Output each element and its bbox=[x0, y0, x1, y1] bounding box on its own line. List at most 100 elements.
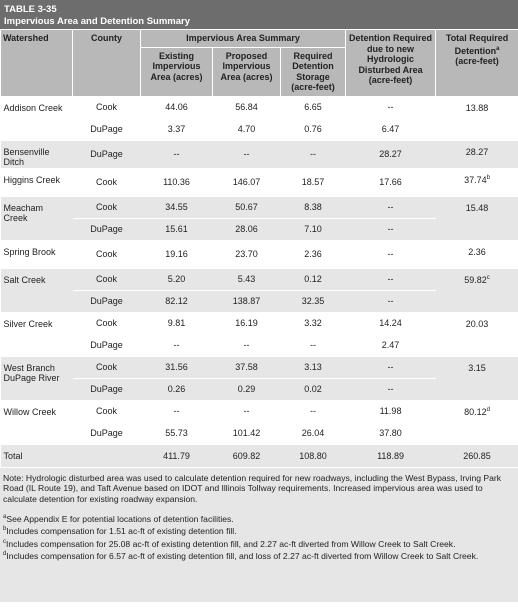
value-cell: 23.70 bbox=[212, 240, 281, 269]
total-value: 28.27 bbox=[465, 146, 489, 157]
subheader-row: Existing Impervious Area (acres) Proposed… bbox=[1, 46, 518, 97]
col-header: Detention Required due to new Hydrologic… bbox=[345, 29, 437, 97]
total-value: 37.74 bbox=[464, 174, 487, 185]
value-cell: -- bbox=[212, 334, 281, 357]
county-cell: Cook bbox=[72, 356, 141, 379]
value-cell: -- bbox=[280, 334, 346, 357]
value-cell: 18.57 bbox=[280, 168, 346, 197]
table-body: Addison Creek Cook 44.06 56.84 6.65 -- 13.88 Du… bbox=[0, 96, 518, 468]
value-cell: 11.98 bbox=[345, 400, 436, 423]
footnote-text: Includes compensation for 1.51 ac-ft of … bbox=[6, 526, 237, 537]
total-cell: 2.36 bbox=[435, 240, 518, 269]
footnote-mark: d bbox=[486, 406, 490, 413]
table-row: DuPage 15.61 28.06 7.10 -- bbox=[1, 218, 518, 241]
notes: Note: Hydrologic disturbed area was used… bbox=[0, 467, 518, 602]
value-cell: 44.06 bbox=[140, 96, 213, 119]
value-cell: 0.26 bbox=[140, 378, 213, 401]
footnote: bIncludes compensation for 1.51 ac-ft of… bbox=[3, 524, 515, 536]
value-cell: -- bbox=[212, 400, 281, 423]
value-cell: 4.70 bbox=[212, 118, 281, 141]
value-cell: 26.04 bbox=[280, 422, 346, 445]
footnote: cIncludes compensation for 25.08 ac-ft o… bbox=[3, 537, 515, 549]
value-cell: -- bbox=[140, 334, 213, 357]
table-row: DuPage 82.12 138.87 32.35 -- bbox=[1, 290, 518, 313]
header-text: Total Required Detention bbox=[445, 33, 509, 56]
footnote: aSee Appendix E for potential locations … bbox=[3, 512, 515, 524]
total-value: 411.79 bbox=[140, 443, 213, 468]
table-title: Impervious Area and Detention Summary bbox=[4, 16, 191, 27]
county-cell: Cook bbox=[72, 240, 141, 269]
table-row: Higgins Creek Cook 110.36 146.07 18.57 17.66 3… bbox=[0, 168, 518, 197]
table-row: Bensenville Ditch DuPage -- -- -- 28.27 28.27 bbox=[0, 140, 518, 169]
value-cell: 0.02 bbox=[280, 378, 346, 401]
value-cell: 17.66 bbox=[345, 168, 436, 197]
value-cell: -- bbox=[212, 140, 281, 169]
watershed-cell: Addison Creek bbox=[0, 96, 73, 141]
total-value: 2.36 bbox=[468, 246, 486, 257]
header-unit: (acre-feet) bbox=[455, 56, 499, 66]
table-row: DuPage 0.26 0.29 0.02 -- bbox=[1, 378, 518, 401]
footnote-mark: a bbox=[3, 514, 7, 520]
value-cell: 34.55 bbox=[140, 196, 213, 219]
value-cell: 3.37 bbox=[140, 118, 213, 141]
watershed-cell: Bensenville Ditch bbox=[0, 140, 73, 169]
table-row: Silver Creek Cook 9.81 16.19 3.32 14.24 20.03 bbox=[0, 312, 518, 357]
value-cell: -- bbox=[345, 196, 436, 219]
value-cell: -- bbox=[345, 96, 436, 119]
footnote-text: Includes compensation for 6.57 ac-ft of … bbox=[6, 550, 479, 561]
county-cell: DuPage bbox=[72, 422, 141, 445]
total-cell: 59.82c bbox=[435, 268, 518, 313]
table-row: DuPage 55.73 101.42 26.04 37.80 bbox=[1, 422, 518, 445]
total-cell: 37.74b bbox=[435, 168, 518, 197]
value-cell: 0.29 bbox=[212, 378, 281, 401]
value-cell: 138.87 bbox=[212, 290, 281, 313]
table-row: DuPage 3.37 4.70 0.76 6.47 bbox=[1, 118, 518, 141]
watershed-cell: Salt Creek bbox=[0, 268, 73, 313]
title-bar: TABLE 3-35 Impervious Area and Detention… bbox=[0, 0, 518, 29]
watershed-cell: Silver Creek bbox=[0, 312, 73, 357]
value-cell: 8.38 bbox=[280, 196, 346, 219]
table-row: Meacham Creek Cook 34.55 50.67 8.38 -- 15.48 bbox=[0, 196, 518, 241]
col-header: Proposed Impervious Area (acres) bbox=[212, 46, 281, 97]
value-cell: 16.19 bbox=[212, 312, 281, 335]
footnote-mark: d bbox=[3, 551, 7, 558]
county-cell: DuPage bbox=[72, 290, 141, 313]
value-cell: 2.47 bbox=[345, 334, 436, 357]
value-cell: -- bbox=[280, 140, 346, 169]
total-value: 108.80 bbox=[280, 443, 346, 468]
table: Watershed County Impervious Area Summary… bbox=[0, 29, 518, 468]
county-cell: DuPage bbox=[72, 378, 141, 401]
footnote-mark: c bbox=[3, 538, 6, 545]
county-cell: DuPage bbox=[72, 218, 141, 241]
value-cell: 110.36 bbox=[140, 168, 213, 197]
total-cell: 80.12d bbox=[435, 400, 518, 445]
value-cell: 37.58 bbox=[212, 356, 281, 379]
county-cell: Cook bbox=[72, 400, 141, 423]
county-cell: Cook bbox=[72, 96, 141, 119]
value-cell: -- bbox=[345, 378, 436, 401]
col-header: Impervious Area Summary bbox=[139, 29, 347, 48]
value-cell: -- bbox=[345, 356, 436, 379]
value-cell: 82.12 bbox=[140, 290, 213, 313]
watershed-cell: Higgins Creek bbox=[0, 168, 73, 197]
value-cell: 50.67 bbox=[212, 196, 281, 219]
total-value: 609.82 bbox=[212, 443, 281, 468]
value-cell: 9.81 bbox=[140, 312, 213, 335]
value-cell: 2.36 bbox=[280, 240, 346, 269]
value-cell: 3.13 bbox=[280, 356, 346, 379]
value-cell: -- bbox=[345, 268, 436, 291]
value-cell: 0.76 bbox=[280, 118, 346, 141]
table-row: Spring Brook Cook 19.16 23.70 2.36 -- 2.36 bbox=[0, 240, 518, 269]
footnote-mark: b bbox=[486, 174, 490, 181]
total-value: 59.82 bbox=[464, 274, 487, 285]
value-cell: 32.35 bbox=[280, 290, 346, 313]
value-cell: 101.42 bbox=[212, 422, 281, 445]
footnote-mark: b bbox=[3, 526, 7, 533]
value-cell: 3.32 bbox=[280, 312, 346, 335]
total-value: 118.89 bbox=[345, 443, 436, 468]
table-row: Salt Creek Cook 5.20 5.43 0.12 -- 59.82c bbox=[0, 268, 518, 313]
value-cell: 14.24 bbox=[345, 312, 436, 335]
total-value: 260.85 bbox=[435, 443, 518, 468]
total-cell: 3.15 bbox=[435, 356, 518, 401]
value-cell: 37.80 bbox=[345, 422, 436, 445]
